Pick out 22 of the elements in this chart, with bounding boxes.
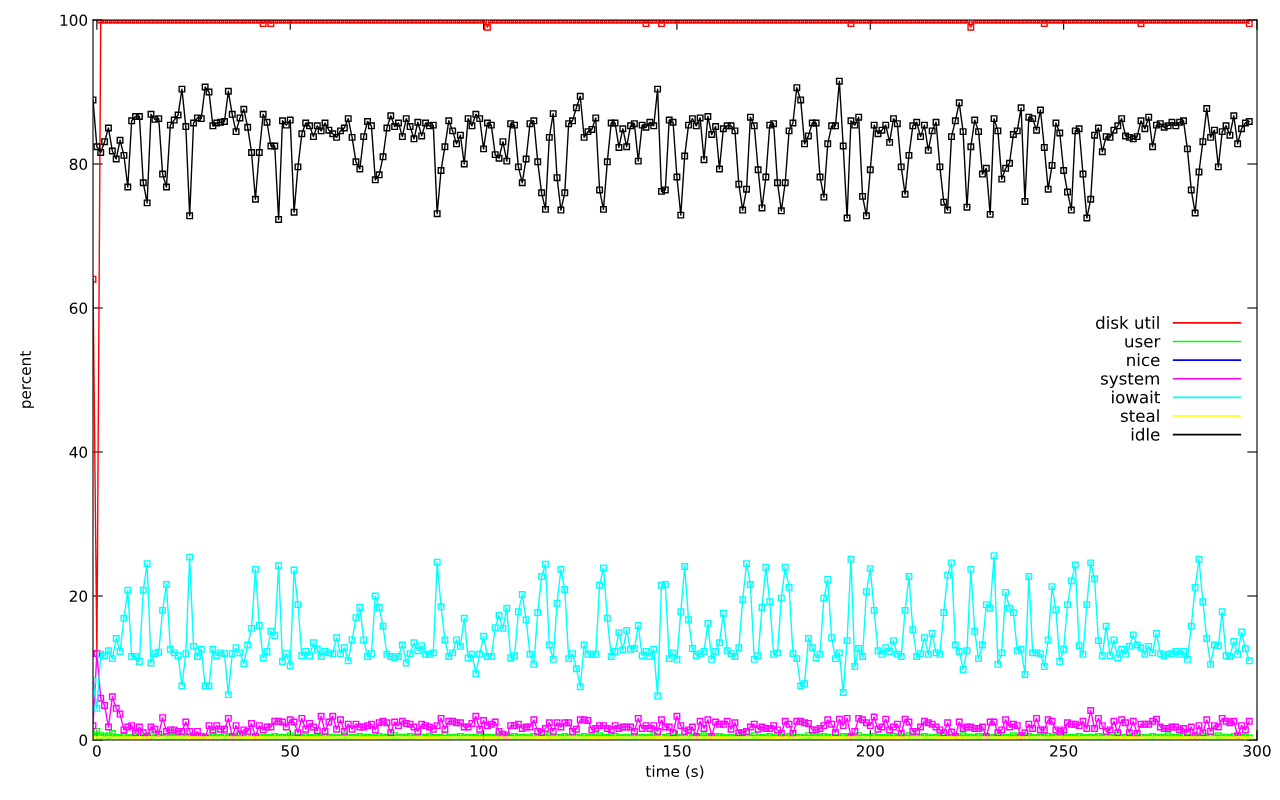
x-tick-label: 200	[856, 745, 884, 757]
x-tick-label: 50	[281, 745, 299, 757]
x-tick-label: 300	[1243, 745, 1271, 757]
y-tick-label: 0	[79, 734, 88, 747]
y-tick-label: 20	[69, 590, 88, 603]
y-tick-label: 40	[69, 446, 88, 459]
x-tick-label: 100	[470, 745, 498, 757]
y-tick-label: 60	[69, 302, 88, 315]
x-tick-label: 150	[664, 745, 691, 757]
legend-label: nice	[1127, 353, 1160, 367]
legend-label: disk util	[1096, 316, 1159, 329]
legend-label: idle	[1131, 427, 1160, 441]
legend-label: user	[1125, 338, 1161, 348]
legend-label: system	[1100, 372, 1159, 389]
y-axis-title: percent	[20, 351, 34, 408]
y-tick-label: 100	[60, 14, 88, 27]
x-tick-label: 0	[93, 745, 101, 757]
x-tick-label: 250	[1050, 745, 1078, 757]
y-tick-label: 80	[69, 158, 88, 171]
legend-label: steal	[1120, 409, 1159, 423]
x-axis-title: time (s)	[645, 765, 704, 779]
legend-label: iowait	[1112, 390, 1160, 404]
